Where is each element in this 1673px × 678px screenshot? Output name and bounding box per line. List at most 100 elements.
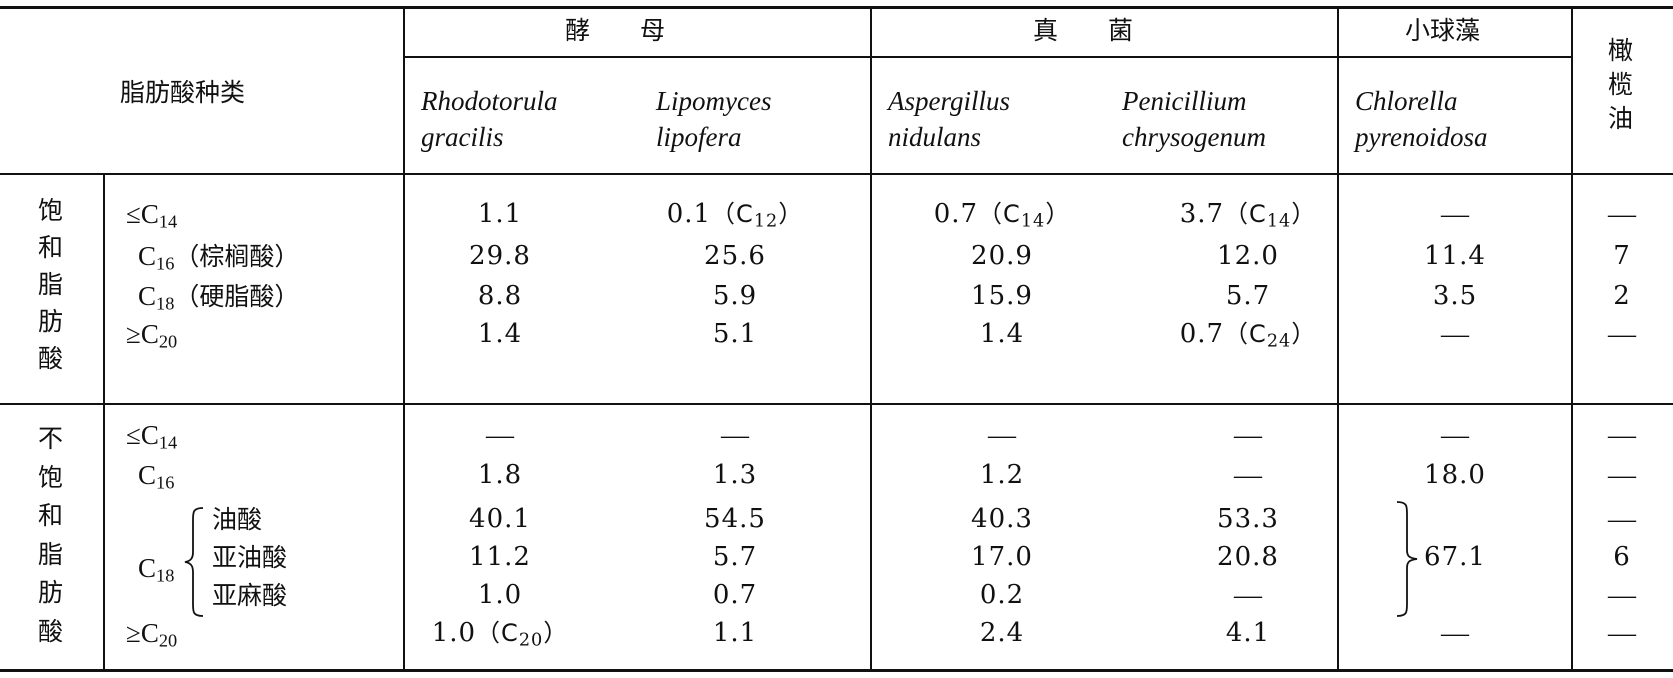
data-cell-value: 1.4 xyxy=(477,319,523,349)
data-cell-value: 1.0 xyxy=(477,580,523,610)
category-char: 和 xyxy=(38,233,64,262)
row-label: C16（棕榈酸） xyxy=(138,243,299,273)
data-cell: 11.4 xyxy=(1424,243,1486,269)
col-divider-fungus xyxy=(870,8,872,670)
category-char: 脂 xyxy=(38,270,64,299)
row-label-base: ≥C xyxy=(126,618,159,648)
data-cell: 1.4 xyxy=(478,321,522,347)
data-cell: — xyxy=(1441,620,1469,648)
data-cell: 0.7 xyxy=(713,582,757,608)
data-cell: 0.7（C14） xyxy=(934,201,1071,231)
data-cell: 1.3 xyxy=(713,462,757,488)
data-cell: 67.1 xyxy=(1424,544,1486,570)
data-cell-chain-paren-close: ） xyxy=(543,619,569,647)
data-cell-value: 1.8 xyxy=(477,460,523,490)
data-cell-value: 8.8 xyxy=(477,281,523,311)
data-cell-chain-paren-open: （C xyxy=(711,200,754,228)
data-cell-value: 1.1 xyxy=(712,618,758,648)
data-cell-value: 11.2 xyxy=(469,542,531,572)
row-label-name: 亚麻酸 xyxy=(212,581,288,610)
data-cell-chain-subscript: 12 xyxy=(753,211,779,232)
data-cell-value: 0.7 xyxy=(712,580,758,610)
data-cell: — xyxy=(1441,321,1469,349)
data-cell: 53.3 xyxy=(1217,506,1279,532)
data-cell: 29.8 xyxy=(469,243,531,269)
data-cell: 40.1 xyxy=(469,506,531,532)
data-cell: 12.0 xyxy=(1217,243,1279,269)
data-cell-value: — xyxy=(1608,580,1636,611)
row-label-subscript: 16 xyxy=(156,472,175,493)
category-char: 肪 xyxy=(38,578,64,607)
data-cell: — xyxy=(1608,422,1636,450)
data-cell: 0.1（C12） xyxy=(667,201,804,231)
data-cell: 1.4 xyxy=(980,321,1024,347)
data-cell-value: 67.1 xyxy=(1424,542,1486,572)
group-olive-char-3: 油 xyxy=(1608,104,1634,133)
data-cell-chain-subscript: 14 xyxy=(1020,211,1046,232)
data-cell-value: 3.5 xyxy=(1432,281,1478,311)
data-cell-value: 5.7 xyxy=(712,542,758,572)
data-cell: — xyxy=(1608,201,1636,229)
data-cell: — xyxy=(1608,620,1636,648)
data-cell: 2 xyxy=(1613,283,1631,309)
row-label: 油酸 xyxy=(212,506,262,533)
data-cell-value: 40.1 xyxy=(469,504,531,534)
data-cell-value: 29.8 xyxy=(469,241,531,271)
species-s1-epithet: gracilis xyxy=(421,122,504,152)
data-cell: 1.8 xyxy=(478,462,522,488)
data-cell-value: — xyxy=(1441,199,1469,230)
group-underline-algae xyxy=(1339,56,1573,58)
data-cell-value: 40.3 xyxy=(971,504,1033,534)
row-label-base: C xyxy=(138,241,157,271)
species-s1-genus: Rhodotorula xyxy=(421,86,558,116)
species-s4-genus: Penicillium xyxy=(1122,86,1247,116)
row-label: C16 xyxy=(138,462,174,492)
data-cell-chain-paren-close: ） xyxy=(1291,200,1317,228)
category-char: 酸 xyxy=(38,344,64,373)
row-label-base: ≤C xyxy=(126,199,159,229)
data-cell: — xyxy=(721,422,749,450)
data-cell: 7 xyxy=(1613,243,1631,269)
data-cell: 20.8 xyxy=(1217,544,1279,570)
data-cell: — xyxy=(1608,506,1636,534)
data-cell: — xyxy=(1608,462,1636,490)
row-label-base: ≤C xyxy=(126,420,159,450)
data-cell-chain-paren-open: （C xyxy=(1224,320,1267,348)
table-top-rule xyxy=(0,6,1673,9)
data-cell: 20.9 xyxy=(971,243,1033,269)
row-label-subscript: 16 xyxy=(156,253,175,274)
category-char: 和 xyxy=(38,501,64,530)
group-olive-char-1: 橄 xyxy=(1608,36,1634,65)
data-cell: — xyxy=(486,422,514,450)
row-label: C18（硬脂酸） xyxy=(138,283,299,313)
row-label: ≤C14 xyxy=(126,201,177,231)
data-cell: 2.4 xyxy=(980,620,1024,646)
data-cell: 3.5 xyxy=(1433,283,1477,309)
data-cell-value: — xyxy=(1441,319,1469,350)
data-cell-value: — xyxy=(988,420,1016,451)
data-cell-value: 17.0 xyxy=(971,542,1033,572)
data-cell: 0.2 xyxy=(980,582,1024,608)
data-cell-value: 1.1 xyxy=(477,199,523,229)
row-label-base: C xyxy=(138,281,157,311)
data-cell-value: 5.1 xyxy=(712,319,758,349)
species-s3-genus: Aspergillus xyxy=(888,86,1011,116)
data-cell: 8.8 xyxy=(478,283,522,309)
data-cell: — xyxy=(988,422,1016,450)
group-underline-fungus xyxy=(872,56,1339,58)
row-label-subscript: 20 xyxy=(158,331,178,352)
data-cell-value: 5.9 xyxy=(712,281,758,311)
data-cell-value: — xyxy=(1608,460,1636,491)
row-label: ≤C14 xyxy=(126,422,177,452)
row-label-name: 亚油酸 xyxy=(212,543,288,572)
data-cell-value: — xyxy=(1608,319,1636,350)
category-char: 脂 xyxy=(38,539,64,569)
data-cell: 4.1 xyxy=(1226,620,1270,646)
row-label: ≥C20 xyxy=(126,321,177,351)
species-s3-epithet: nidulans xyxy=(888,122,982,152)
row-label-name: 油酸 xyxy=(212,505,263,534)
row-label-base: ≥C xyxy=(126,319,159,349)
group-olive-char-2: 榄 xyxy=(1608,70,1634,99)
data-cell-value: 20.8 xyxy=(1217,542,1279,572)
data-cell: — xyxy=(1441,422,1469,450)
